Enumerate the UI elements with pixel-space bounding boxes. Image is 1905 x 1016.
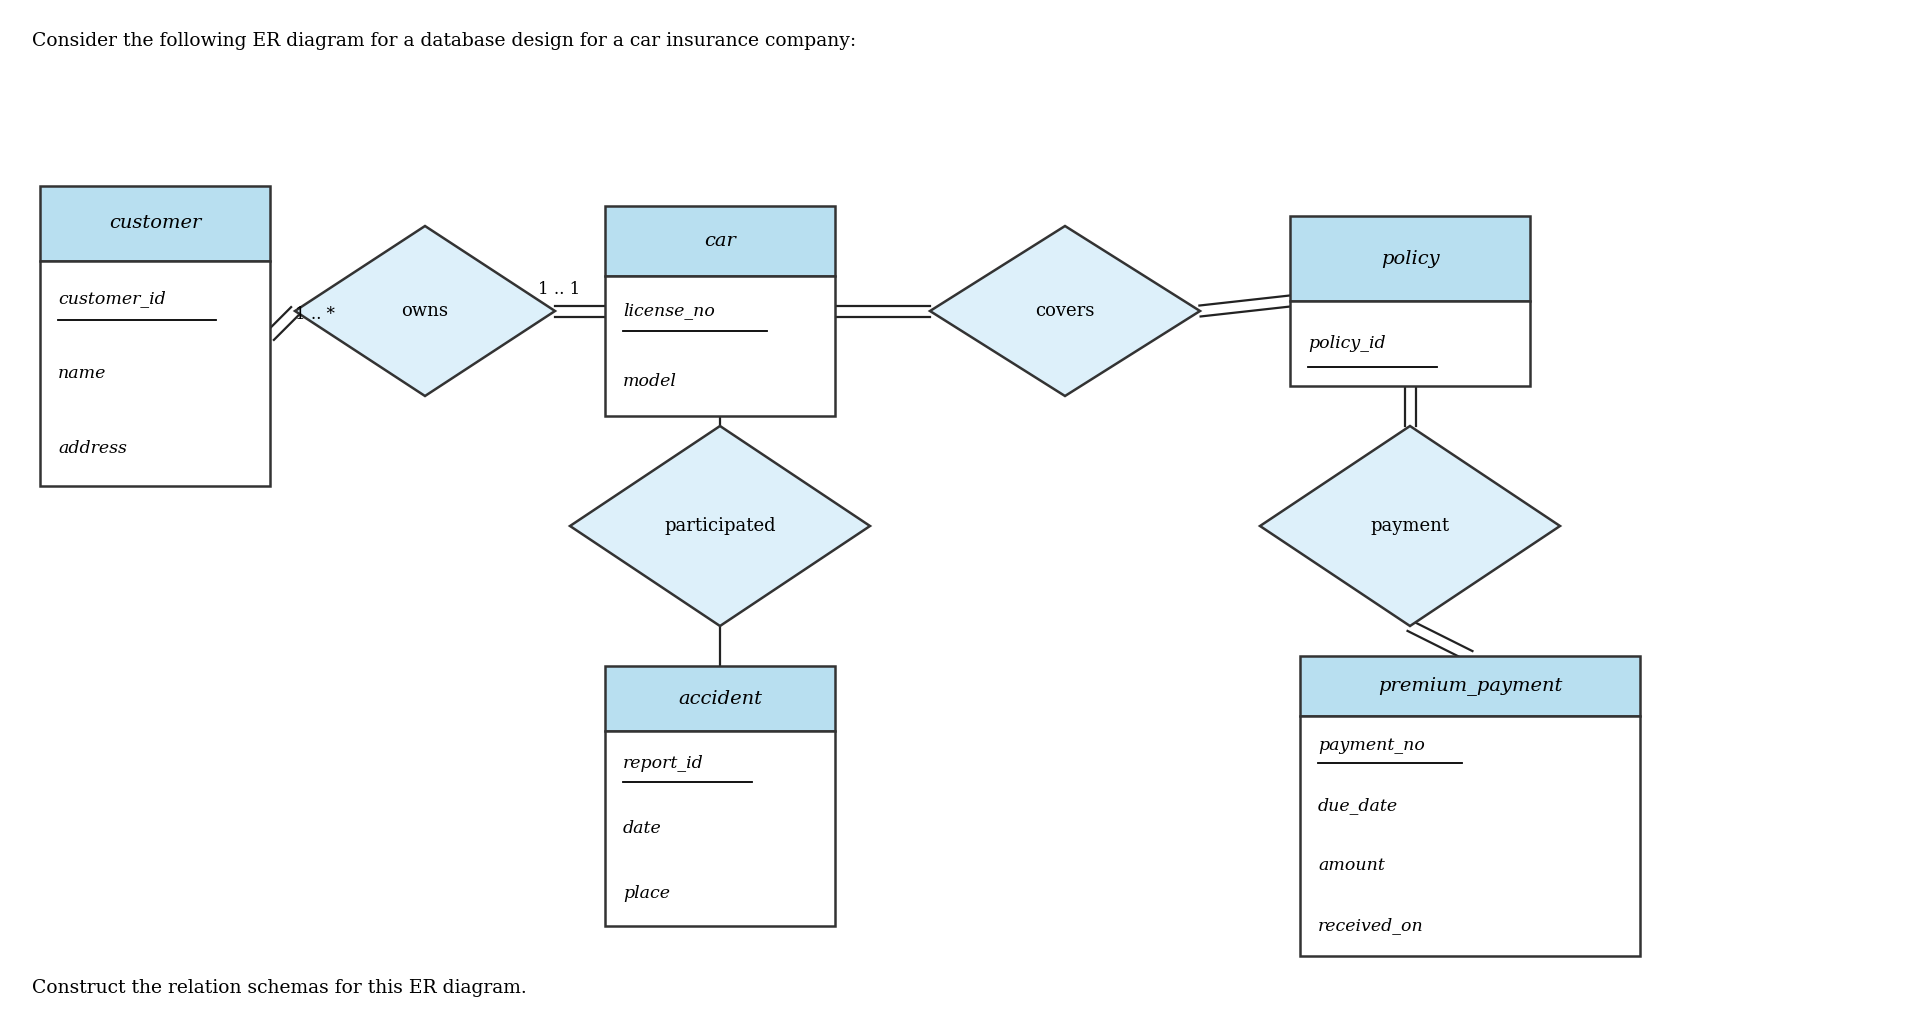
FancyBboxPatch shape: [1299, 716, 1638, 956]
Text: customer: customer: [109, 214, 202, 233]
Text: Consider the following ER diagram for a database design for a car insurance comp: Consider the following ER diagram for a …: [32, 31, 855, 50]
FancyBboxPatch shape: [40, 186, 271, 261]
Text: license_no: license_no: [623, 303, 714, 319]
Text: 1 .. *: 1 .. *: [295, 306, 335, 322]
Text: policy: policy: [1379, 250, 1438, 267]
Text: covers: covers: [1034, 302, 1093, 320]
FancyBboxPatch shape: [40, 261, 271, 486]
FancyBboxPatch shape: [604, 666, 834, 731]
FancyBboxPatch shape: [604, 206, 834, 276]
Text: place: place: [623, 885, 671, 902]
FancyBboxPatch shape: [604, 276, 834, 416]
Text: 1 .. 1: 1 .. 1: [537, 280, 579, 298]
Text: owns: owns: [402, 302, 448, 320]
Text: policy_id: policy_id: [1307, 335, 1385, 352]
Text: name: name: [57, 365, 107, 382]
Text: participated: participated: [663, 517, 775, 535]
Polygon shape: [295, 226, 554, 396]
Text: Construct the relation schemas for this ER diagram.: Construct the relation schemas for this …: [32, 979, 526, 997]
FancyBboxPatch shape: [1299, 656, 1638, 716]
Text: customer_id: customer_id: [57, 290, 166, 307]
Text: received_on: received_on: [1318, 917, 1423, 935]
Text: accident: accident: [678, 690, 762, 707]
Polygon shape: [930, 226, 1200, 396]
FancyBboxPatch shape: [1290, 301, 1530, 386]
Text: report_id: report_id: [623, 755, 703, 772]
Text: date: date: [623, 820, 661, 837]
Polygon shape: [570, 426, 869, 626]
Text: due_date: due_date: [1318, 798, 1398, 815]
Text: car: car: [703, 232, 735, 250]
Text: payment_no: payment_no: [1318, 738, 1425, 755]
Text: amount: amount: [1318, 858, 1385, 875]
Text: payment: payment: [1370, 517, 1450, 535]
FancyBboxPatch shape: [1290, 216, 1530, 301]
Text: model: model: [623, 373, 676, 389]
Text: premium_payment: premium_payment: [1377, 677, 1562, 696]
FancyBboxPatch shape: [604, 731, 834, 926]
Polygon shape: [1259, 426, 1558, 626]
Text: address: address: [57, 440, 128, 457]
